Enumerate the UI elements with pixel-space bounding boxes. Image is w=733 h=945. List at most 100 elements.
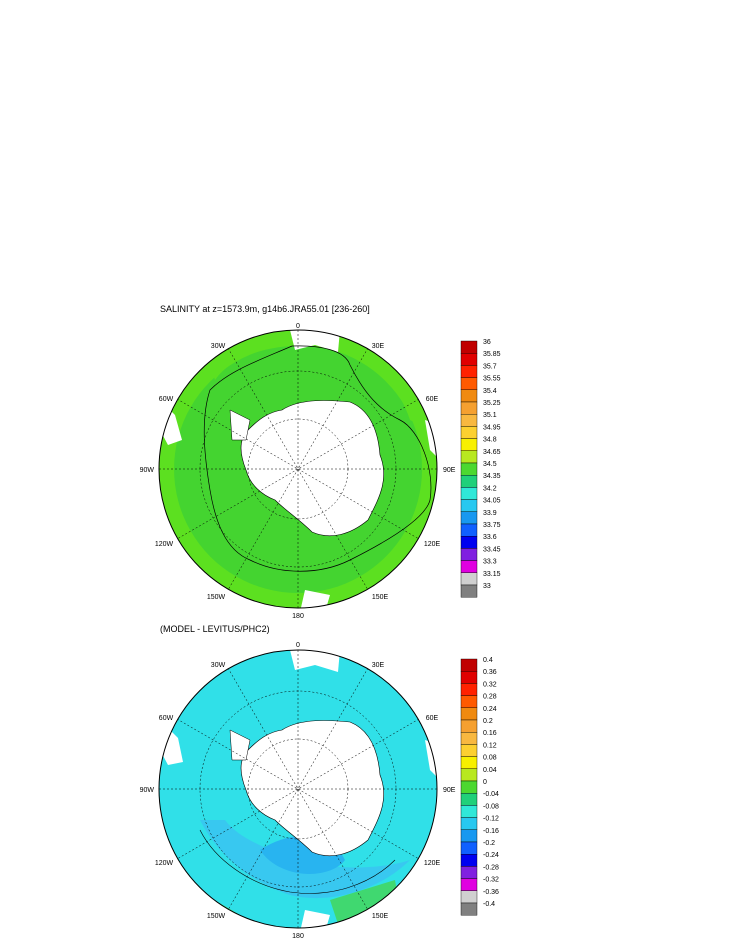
colorbar-label: 34.05 xyxy=(483,498,501,505)
colorbar-swatch xyxy=(460,377,478,391)
colorbar-label: 34.65 xyxy=(483,449,501,456)
lon-150e: 150E xyxy=(372,594,389,601)
colorbar-swatch xyxy=(460,756,478,769)
colorbar-label: 34.8 xyxy=(483,437,497,444)
colorbar-label: -0.32 xyxy=(483,877,499,884)
colorbar-label: 34.35 xyxy=(483,473,501,480)
lon-150w: 150W xyxy=(207,594,226,601)
colorbar-swatch xyxy=(460,695,478,708)
colorbar-label: 35.25 xyxy=(483,400,501,407)
colorbar-swatch xyxy=(460,719,478,733)
lon-90e: 90E xyxy=(443,467,456,474)
lon-0: 0 xyxy=(296,323,300,330)
colorbar-label: 33.45 xyxy=(483,546,501,553)
colorbar-swatch xyxy=(460,560,478,573)
colorbar-label: 34.5 xyxy=(483,461,497,468)
colorbar-label: 33.75 xyxy=(483,522,501,529)
colorbar-swatch xyxy=(460,817,478,830)
colorbar-swatch xyxy=(460,841,478,855)
colorbar-label: 0.2 xyxy=(483,718,493,725)
colorbar-label: -0.2 xyxy=(483,840,495,847)
colorbar-swatch xyxy=(460,511,478,525)
lon-30w: 30W xyxy=(211,343,226,350)
colorbar-swatch xyxy=(460,401,478,415)
colorbar-label: 0.28 xyxy=(483,694,497,701)
antarctica xyxy=(240,400,384,536)
colorbar-label: -0.24 xyxy=(483,852,499,859)
colorbar-label: 35.85 xyxy=(483,351,501,358)
lon-150w: 150W xyxy=(207,913,226,920)
colorbar-swatch xyxy=(460,426,478,439)
lon-60w: 60W xyxy=(159,715,174,722)
colorbar-label: 0.04 xyxy=(483,767,497,774)
lon-180: 180 xyxy=(292,933,304,940)
colorbar-swatch xyxy=(460,854,478,867)
lon-30e: 30E xyxy=(372,662,385,669)
lon-30e: 30E xyxy=(372,343,385,350)
colorbar-swatch xyxy=(460,768,478,782)
map-1-lon-labels: 0 30E 60E 90E 120E 150E 180 150W 120W 90… xyxy=(140,323,456,620)
colorbar-swatch xyxy=(460,584,478,598)
lon-120w: 120W xyxy=(155,860,174,867)
lon-120w: 120W xyxy=(155,541,174,548)
colorbar-swatch xyxy=(460,805,478,818)
colorbar-label: 0.32 xyxy=(483,681,497,688)
lon-90w: 90W xyxy=(140,787,155,794)
colorbar-label: 0.36 xyxy=(483,669,497,676)
colorbar-label: 33.3 xyxy=(483,559,497,566)
colorbar-label: 34.95 xyxy=(483,424,501,431)
africa-land-2 xyxy=(290,650,340,672)
colorbar-1: 36 35.85 35.7 35.55 35.4 35.25 35.1 34.95 34.8 34… xyxy=(460,339,501,598)
colorbar-label: 33.6 xyxy=(483,534,497,541)
colorbar-label: 33 xyxy=(483,583,491,590)
colorbar-2: 0.4 0.36 0.32 0.28 0.24 0.2 0.16 0.12 0.08 0.04 0 -… xyxy=(460,657,499,916)
colorbar-swatch xyxy=(460,902,478,916)
colorbar-swatch xyxy=(460,793,478,806)
colorbar-swatch xyxy=(460,353,478,366)
colorbar-swatch xyxy=(460,732,478,745)
colorbar-swatch xyxy=(460,365,478,378)
colorbar-swatch xyxy=(460,462,478,476)
panel-2-title: (MODEL - LEVITUS/PHC2) xyxy=(160,624,270,634)
lon-60e: 60E xyxy=(426,715,439,722)
contour-line xyxy=(203,345,432,572)
colorbar-label: 35.4 xyxy=(483,388,497,395)
colorbar-swatch xyxy=(460,536,478,549)
lon-120e: 120E xyxy=(424,541,441,548)
lon-60w: 60W xyxy=(159,396,174,403)
colorbar-swatch xyxy=(460,878,478,891)
antarctic-peninsula xyxy=(229,409,251,441)
panel-1-title: SALINITY at z=1573.9m, g14b6.JRA55.01 [2… xyxy=(160,304,370,314)
colorbar-swatch xyxy=(460,572,478,586)
colorbar-swatch xyxy=(460,890,478,904)
colorbar-swatch xyxy=(460,548,478,561)
colorbar-swatch xyxy=(460,658,478,672)
colorbar-label: -0.28 xyxy=(483,864,499,871)
colorbar-swatch xyxy=(460,866,478,879)
colorbar-label: 33.9 xyxy=(483,510,497,517)
colorbar-swatch xyxy=(460,523,478,537)
colorbar-label: 34.2 xyxy=(483,485,497,492)
lon-90e: 90E xyxy=(443,787,456,794)
colorbar-swatch xyxy=(460,389,478,403)
colorbar-swatch xyxy=(460,829,478,843)
colorbar-label: 33.15 xyxy=(483,571,501,578)
colorbar-swatch xyxy=(460,671,478,684)
colorbar-label: -0.08 xyxy=(483,803,499,810)
lon-0: 0 xyxy=(296,642,300,649)
colorbar-swatch xyxy=(460,340,478,354)
colorbar-label: -0.4 xyxy=(483,901,495,908)
lon-30w: 30W xyxy=(211,662,226,669)
colorbar-label: 0.4 xyxy=(483,657,493,664)
colorbar-label: -0.16 xyxy=(483,828,499,835)
colorbar-label: 35.55 xyxy=(483,376,501,383)
antarctic-peninsula-2 xyxy=(229,729,251,761)
colorbar-label: 35.7 xyxy=(483,363,497,370)
colorbar-label: -0.04 xyxy=(483,791,499,798)
colorbar-label: -0.36 xyxy=(483,889,499,896)
colorbar-label: 36 xyxy=(483,339,491,346)
lon-60e: 60E xyxy=(426,396,439,403)
colorbar-swatch xyxy=(460,475,478,488)
colorbar-swatch xyxy=(460,780,478,794)
